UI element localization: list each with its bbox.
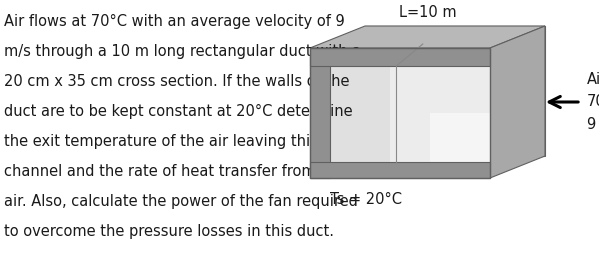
Text: duct are to be kept constant at 20°C determine: duct are to be kept constant at 20°C det… — [4, 104, 353, 119]
Polygon shape — [310, 48, 490, 66]
Text: 9 m/s: 9 m/s — [587, 117, 599, 132]
Polygon shape — [390, 66, 490, 162]
Text: to overcome the pressure losses in this duct.: to overcome the pressure losses in this … — [4, 224, 334, 239]
Polygon shape — [430, 113, 490, 162]
Text: air. Also, calculate the power of the fan required: air. Also, calculate the power of the fa… — [4, 194, 358, 209]
Polygon shape — [490, 26, 545, 178]
Text: the exit temperature of the air leaving this: the exit temperature of the air leaving … — [4, 134, 318, 149]
Text: 70°C: 70°C — [587, 95, 599, 110]
Text: Ts = 20°C: Ts = 20°C — [330, 192, 402, 207]
Text: Air flows at 70°C with an average velocity of 9: Air flows at 70°C with an average veloci… — [4, 14, 345, 29]
Polygon shape — [310, 48, 330, 178]
Polygon shape — [330, 66, 490, 162]
Text: Air: Air — [587, 73, 599, 88]
Text: channel and the rate of heat transfer from the: channel and the rate of heat transfer fr… — [4, 164, 344, 179]
Text: 20 cm x 35 cm cross section. If the walls of the: 20 cm x 35 cm cross section. If the wall… — [4, 74, 349, 89]
Polygon shape — [310, 26, 545, 48]
Text: m/s through a 10 m long rectangular duct with a: m/s through a 10 m long rectangular duct… — [4, 44, 361, 59]
Polygon shape — [365, 26, 545, 156]
Text: L=10 m: L=10 m — [399, 5, 456, 20]
Polygon shape — [310, 162, 490, 178]
